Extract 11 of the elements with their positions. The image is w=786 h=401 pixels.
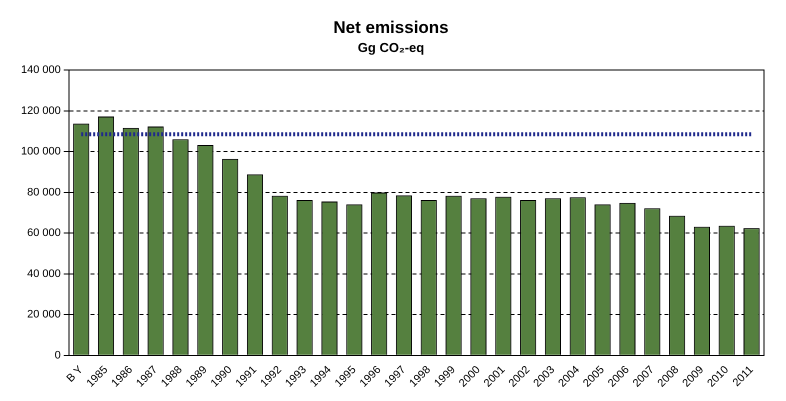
y-tick-label: 100 000 xyxy=(20,146,61,158)
y-tick-label: 20 000 xyxy=(27,308,61,321)
y-tick-label: 60 000 xyxy=(27,227,61,240)
y-tick-label: 80 000 xyxy=(27,186,61,198)
y-tick-label: 0 xyxy=(54,349,61,362)
y-tick-label: 140 000 xyxy=(20,64,61,76)
chart-subtitle: Gg CO₂-eq xyxy=(358,40,424,55)
y-tick-label: 120 000 xyxy=(20,104,61,117)
chart-title: Net emissions xyxy=(333,18,449,37)
x-tick-label: B Y xyxy=(64,363,86,385)
y-tick-label: 40 000 xyxy=(27,268,61,280)
